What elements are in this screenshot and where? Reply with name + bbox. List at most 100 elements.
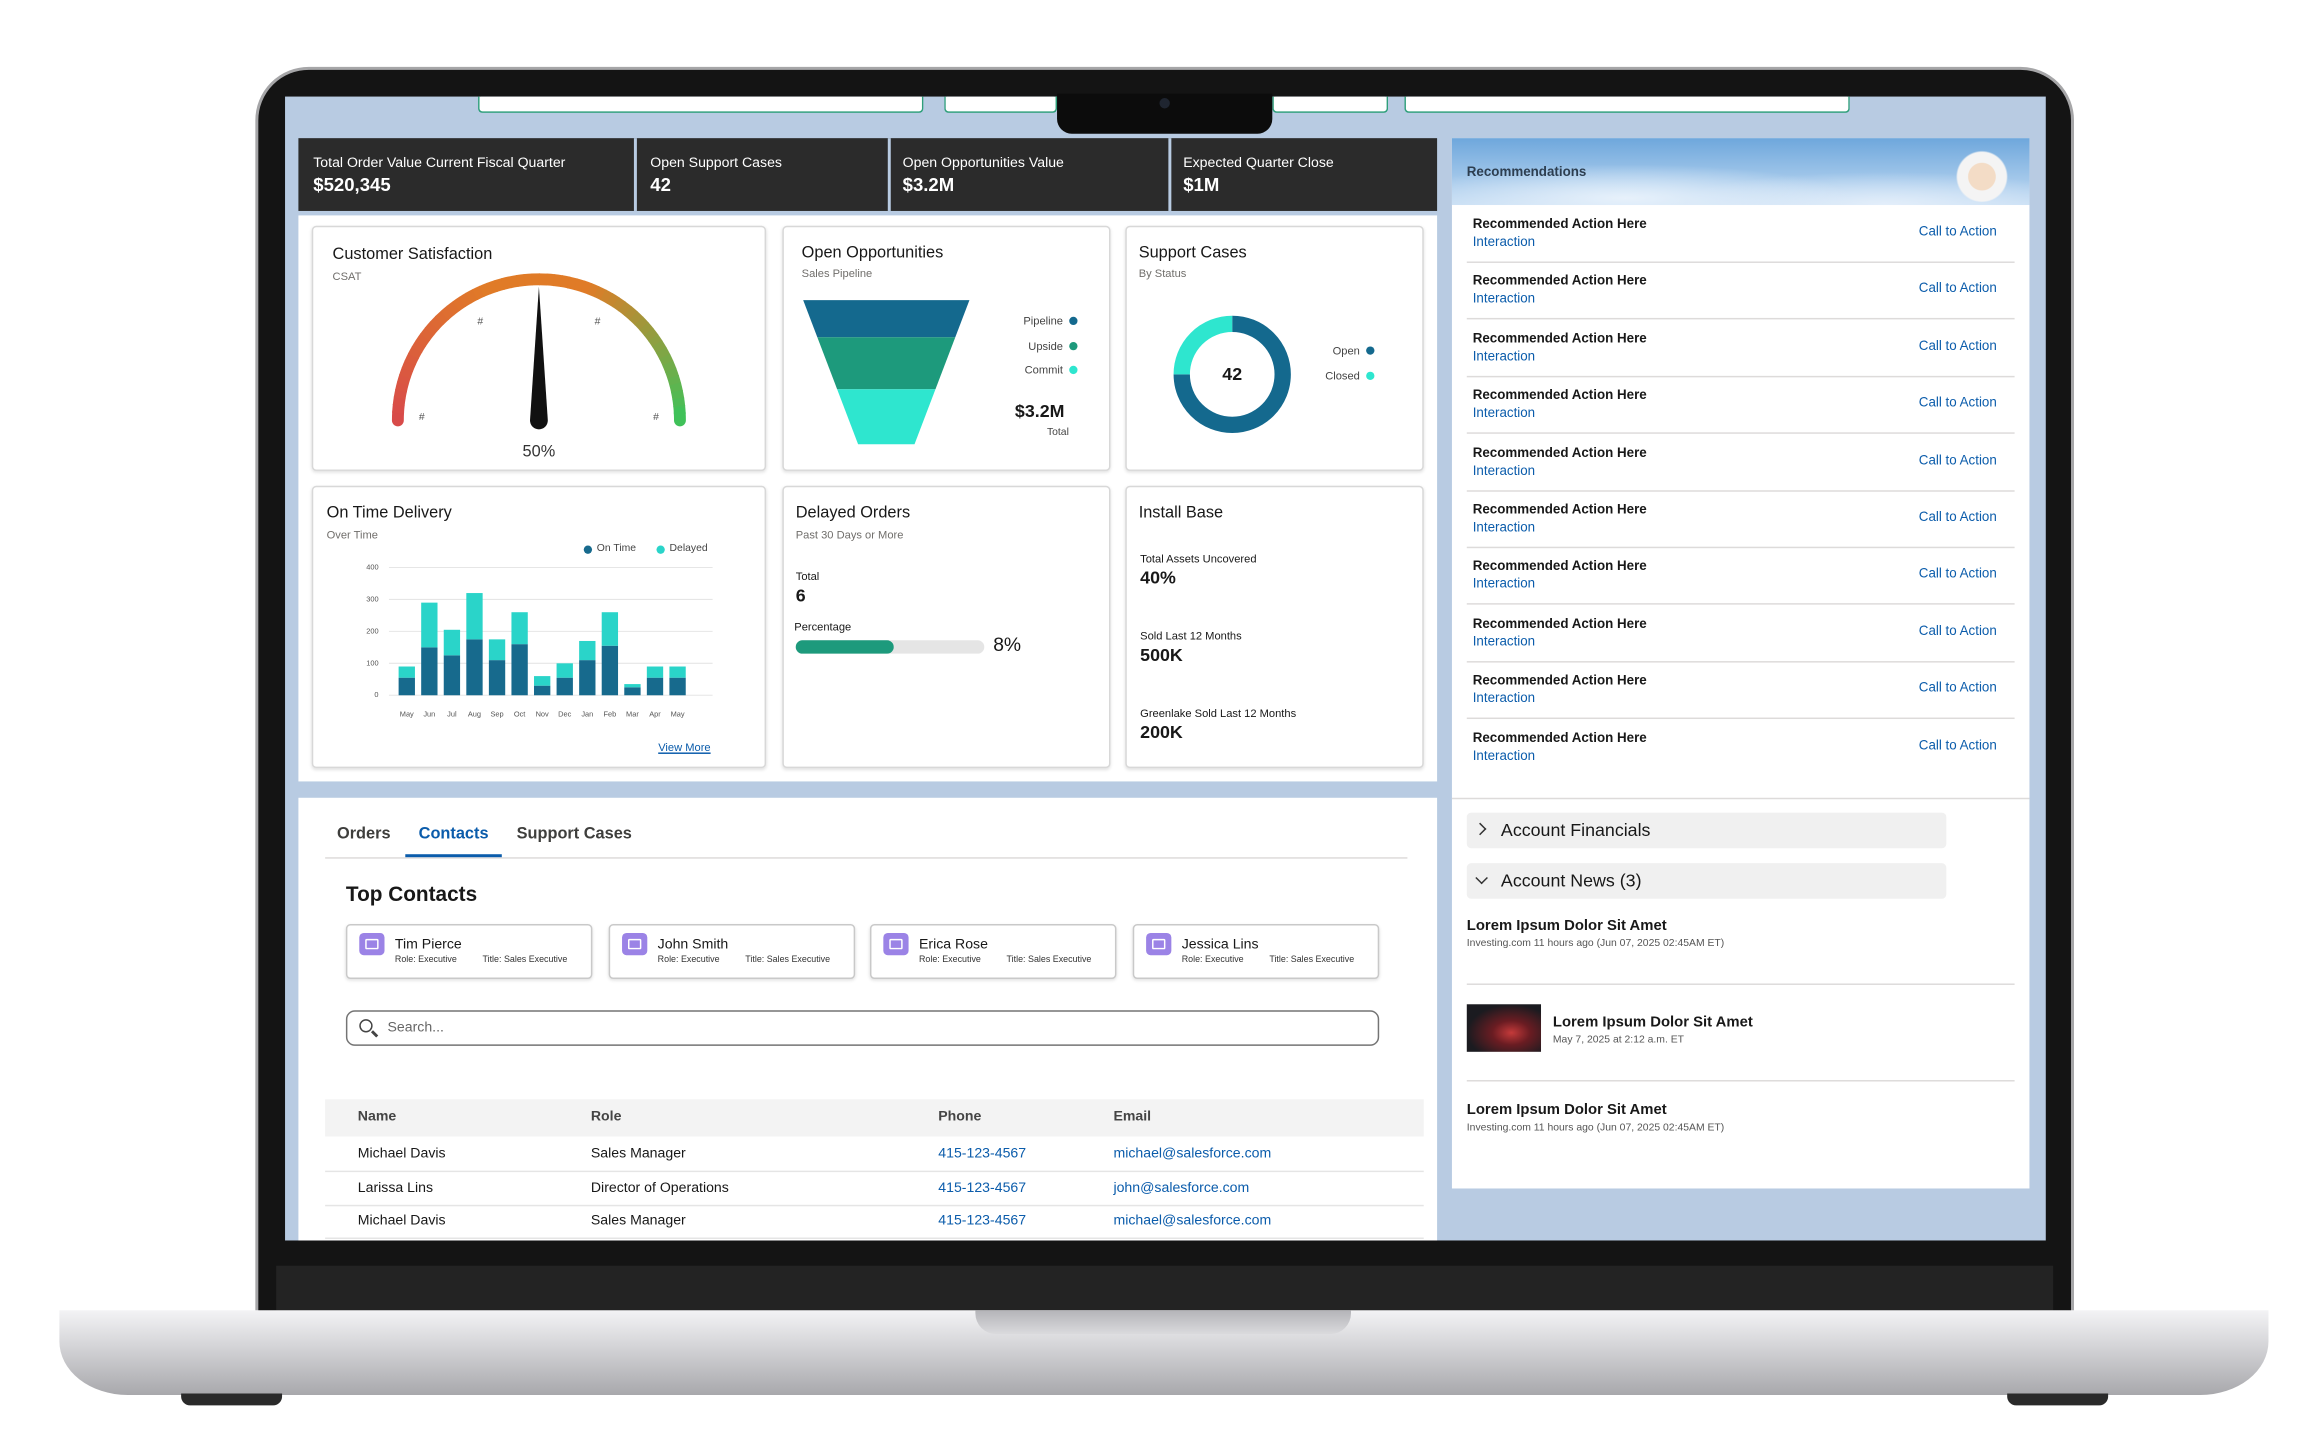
news-divider bbox=[1466, 1080, 2015, 1082]
table-cell[interactable]: michael@salesforce.com bbox=[1113, 1212, 1272, 1230]
donut-center-label: 42 bbox=[1222, 363, 1243, 385]
row-divider bbox=[325, 1237, 1424, 1239]
kpi-label: Open Opportunities Value bbox=[902, 154, 1064, 172]
column-header: Phone bbox=[938, 1108, 982, 1126]
contact-card[interactable] bbox=[869, 924, 1117, 980]
table-cell[interactable]: 415-123-4567 bbox=[938, 1145, 1027, 1163]
accordion[interactable] bbox=[1466, 812, 1947, 849]
call-to-action[interactable]: Call to Action bbox=[1918, 623, 1997, 638]
recommendation-subtitle[interactable]: Interaction bbox=[1472, 234, 1536, 249]
card-subtitle: Past 30 Days or More bbox=[795, 528, 904, 542]
tab[interactable]: Support Cases bbox=[516, 825, 632, 843]
table-header bbox=[325, 1099, 1424, 1137]
call-to-action[interactable]: Call to Action bbox=[1918, 508, 1997, 524]
contact-icon-glyph bbox=[1152, 938, 1166, 950]
column-header: Name bbox=[357, 1108, 397, 1126]
top-tab bbox=[1272, 96, 1389, 113]
contact-role: Role: Executive bbox=[1181, 955, 1244, 965]
row-divider bbox=[1466, 603, 2015, 606]
call-to-action[interactable]: Call to Action bbox=[1918, 451, 1997, 467]
recommendation-subtitle[interactable]: Interaction bbox=[1472, 405, 1536, 421]
news-meta: Investing.com 11 hours ago (Jun 07, 2025… bbox=[1466, 938, 1725, 950]
contact-name: John Smith bbox=[657, 936, 729, 953]
table-cell: Sales Manager bbox=[590, 1212, 686, 1230]
metric-value: 40% bbox=[1140, 567, 1176, 589]
contact-icon bbox=[359, 932, 385, 956]
call-to-action[interactable]: Call to Action bbox=[1918, 394, 1997, 410]
base-notch bbox=[975, 1310, 1351, 1335]
recommendation-subtitle[interactable]: Interaction bbox=[1472, 576, 1536, 592]
legend-label: Pipeline bbox=[1023, 314, 1063, 328]
table-cell[interactable]: michael@salesforce.com bbox=[1113, 1145, 1272, 1163]
table-cell: Director of Operations bbox=[590, 1180, 729, 1197]
recommendation-title: Recommended Action Here bbox=[1472, 672, 1647, 688]
view-more-link[interactable]: View More bbox=[658, 740, 711, 754]
kpi-divider bbox=[887, 138, 891, 211]
legend-label: Open bbox=[1332, 343, 1360, 358]
recommendation-subtitle[interactable]: Interaction bbox=[1472, 747, 1536, 763]
call-to-action[interactable]: Call to Action bbox=[1918, 737, 1997, 753]
table-cell[interactable]: 415-123-4567 bbox=[938, 1212, 1027, 1230]
recommendation-subtitle[interactable]: Interaction bbox=[1472, 519, 1536, 535]
metric-value: 6 bbox=[795, 585, 806, 606]
table-cell[interactable]: john@salesforce.com bbox=[1113, 1180, 1250, 1197]
contact-title: Title: Sales Executive bbox=[1006, 955, 1092, 965]
card bbox=[311, 485, 767, 769]
kpi-value: $3.2M bbox=[902, 174, 955, 196]
recommendation-title: Recommended Action Here bbox=[1472, 330, 1647, 346]
table-cell: Michael Davis bbox=[357, 1212, 446, 1230]
call-to-action[interactable]: Call to Action bbox=[1918, 223, 1997, 239]
section-title: Top Contacts bbox=[345, 881, 478, 906]
recommendation-title: Recommended Action Here bbox=[1472, 387, 1647, 403]
call-to-action[interactable]: Call to Action bbox=[1918, 566, 1997, 581]
contact-card[interactable] bbox=[608, 924, 856, 980]
tab[interactable]: Orders bbox=[337, 825, 391, 843]
hinge bbox=[276, 1265, 2054, 1311]
recommendation-title: Recommended Action Here bbox=[1472, 501, 1647, 517]
news-image bbox=[1466, 1004, 1542, 1052]
tab-divider bbox=[325, 857, 1408, 859]
row-divider bbox=[1466, 546, 2015, 549]
news-title[interactable]: Lorem Ipsum Dolor Sit Amet bbox=[1552, 1014, 1753, 1032]
contact-card[interactable] bbox=[1132, 924, 1380, 980]
contact-icon bbox=[883, 932, 909, 956]
call-to-action[interactable]: Call to Action bbox=[1918, 280, 1997, 296]
row-divider bbox=[1466, 489, 2015, 492]
legend-label: Closed bbox=[1325, 369, 1360, 383]
call-to-action[interactable]: Call to Action bbox=[1918, 337, 1997, 353]
accordion[interactable] bbox=[1466, 863, 1947, 899]
tab-active-underline bbox=[405, 854, 502, 858]
row-divider bbox=[1466, 318, 2015, 320]
tab[interactable]: Contacts bbox=[418, 825, 489, 843]
news-title[interactable]: Lorem Ipsum Dolor Sit Amet bbox=[1466, 918, 1667, 935]
card-title: Customer Satisfaction bbox=[332, 245, 493, 264]
kpi-value: $520,345 bbox=[313, 174, 391, 196]
contact-card[interactable] bbox=[345, 924, 593, 980]
call-to-action[interactable]: Call to Action bbox=[1918, 680, 1997, 695]
kpi-divider bbox=[1168, 138, 1172, 211]
card bbox=[782, 485, 1111, 769]
recommendation-subtitle[interactable]: Interaction bbox=[1472, 462, 1536, 478]
recommendation-subtitle[interactable]: Interaction bbox=[1472, 690, 1536, 706]
contact-role: Role: Executive bbox=[657, 955, 720, 965]
recommendation-subtitle[interactable]: Interaction bbox=[1472, 348, 1536, 364]
table-cell: Sales Manager bbox=[590, 1145, 686, 1163]
row-divider bbox=[1466, 261, 2015, 263]
search-box[interactable] bbox=[345, 1010, 1380, 1046]
table-cell[interactable]: 415-123-4567 bbox=[938, 1180, 1027, 1197]
news-title[interactable]: Lorem Ipsum Dolor Sit Amet bbox=[1466, 1102, 1667, 1119]
recommendation-subtitle[interactable]: Interaction bbox=[1472, 633, 1536, 649]
row-divider bbox=[1466, 432, 2015, 435]
metric-label: Percentage bbox=[794, 620, 852, 634]
contact-title: Title: Sales Executive bbox=[1269, 955, 1355, 965]
contact-name: Jessica Lins bbox=[1181, 936, 1259, 953]
news-divider bbox=[1466, 983, 2015, 985]
contact-name: Erica Rose bbox=[918, 936, 988, 953]
recommendation-subtitle[interactable]: Interaction bbox=[1472, 291, 1536, 307]
metric-label: Total Assets Uncovered bbox=[1140, 551, 1257, 566]
panel-divider bbox=[1451, 797, 2030, 800]
kpi-value: 42 bbox=[650, 174, 671, 196]
progress-fill bbox=[795, 640, 894, 654]
row-divider bbox=[325, 1204, 1424, 1207]
funnel-total: $3.2M bbox=[1014, 400, 1065, 422]
